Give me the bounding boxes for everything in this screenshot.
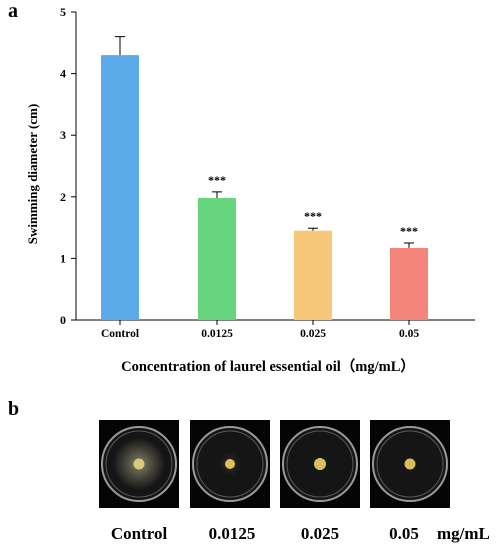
x-tick-label-2: 0.025 [300, 328, 326, 340]
plate-label-3: 0.05 [389, 524, 419, 543]
plate-label-0: Control [110, 524, 168, 543]
y-tick-label-5: 5 [60, 5, 66, 19]
y-tick-label-3: 3 [60, 128, 66, 142]
y-tick-label-0: 0 [60, 313, 66, 327]
significance-label-1: *** [208, 173, 226, 187]
bar-chart: 0 1 2 3 4 5 Control 0.0125 0.025 0.05 *** ****** … [25, 5, 475, 375]
y-axis-label: Swimming diameter (cm) [25, 104, 40, 245]
bar-1 [198, 198, 236, 320]
y-tick-label-2: 2 [60, 190, 66, 204]
y-axis: 0 1 2 3 4 5 [60, 5, 77, 327]
petri-plate-1 [190, 420, 270, 508]
petri-plate-3 [370, 420, 450, 508]
plate-label-2: 0.025 [300, 524, 340, 543]
bars: *** *** *** [101, 36, 428, 321]
panel-label-a: a [8, 0, 18, 22]
bar-2 [294, 230, 332, 320]
petri-plate-2 [280, 420, 360, 508]
unit-label: mg/mL [437, 524, 490, 543]
x-tick-label-3: 0.05 [399, 328, 419, 340]
significance-label-2: *** [304, 209, 322, 223]
panel-label-b: b [8, 398, 20, 420]
bar-3 [390, 247, 428, 320]
x-axis: Control 0.0125 0.025 0.05 [76, 319, 475, 340]
y-tick-label-1: 1 [60, 251, 66, 265]
petri-plate-0 [99, 420, 179, 508]
y-tick-label-4: 4 [60, 67, 66, 81]
x-tick-label-1: 0.0125 [201, 328, 233, 340]
bar-0 [101, 55, 139, 321]
significance-label-3: *** [400, 224, 418, 238]
x-axis-label: Concentration of laurel essential oil（mg… [121, 357, 415, 375]
plate-label-1: 0.0125 [208, 524, 256, 543]
x-tick-label-0: Control [101, 328, 139, 340]
